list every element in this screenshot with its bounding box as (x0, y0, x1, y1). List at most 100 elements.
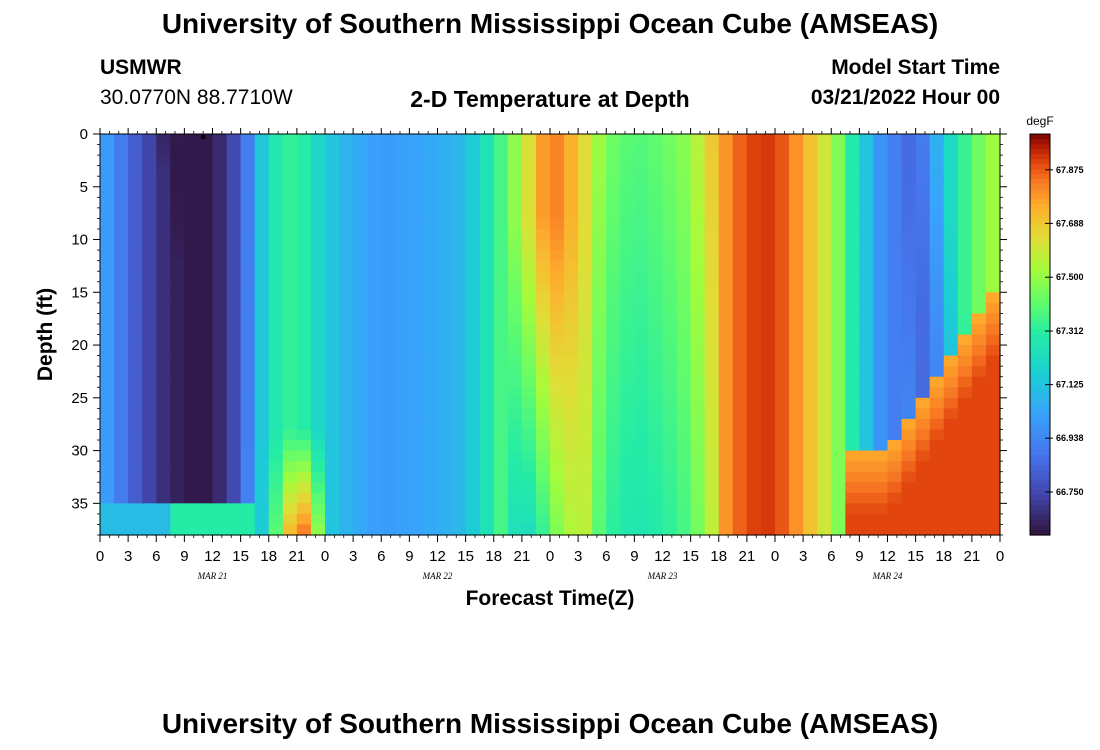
heatmap-cell (521, 387, 537, 399)
heatmap-cell (156, 186, 171, 198)
heatmap-cell (184, 524, 200, 536)
heatmap-cell (198, 176, 214, 188)
heatmap-cell (606, 134, 621, 146)
heatmap-cell (831, 503, 846, 515)
heatmap-cell (690, 387, 706, 399)
heatmap-cell (521, 176, 537, 188)
heatmap-cell (564, 408, 579, 420)
heatmap-cell (690, 366, 706, 378)
heatmap-cell (606, 397, 621, 409)
heatmap-cell (845, 429, 860, 441)
heatmap-cell (367, 492, 382, 504)
heatmap-cell (831, 260, 846, 272)
heatmap-cell (226, 482, 242, 494)
heatmap-cell (156, 260, 171, 272)
heatmap-cell (198, 250, 214, 262)
heatmap-cell (690, 355, 706, 367)
heatmap-cell (564, 260, 579, 272)
heatmap-cell (943, 450, 959, 462)
heatmap-cell (535, 482, 551, 494)
heatmap-cell (971, 429, 987, 441)
heatmap-cell (100, 239, 115, 251)
colorbar-frame (1029, 133, 1051, 536)
heatmap-cell (451, 313, 467, 325)
heatmap-cell (395, 165, 410, 177)
heatmap-cell (775, 186, 790, 198)
heatmap-cell (803, 271, 818, 283)
heatmap-cell (831, 165, 846, 177)
heatmap-cell (296, 397, 312, 409)
heatmap-cell (564, 355, 579, 367)
heatmap-cell (704, 281, 720, 293)
heatmap-cell (803, 440, 818, 452)
heatmap-cell (915, 218, 931, 230)
heatmap-cell (760, 313, 776, 325)
heatmap-cell (789, 376, 804, 388)
heatmap-cell (507, 345, 523, 357)
heatmap-cell (718, 260, 734, 272)
heatmap-cell (676, 323, 692, 336)
heatmap-cell (564, 482, 579, 494)
heatmap-cell (985, 345, 1001, 357)
heatmap-cell (746, 197, 762, 209)
heatmap-cell (648, 355, 664, 367)
heatmap-cell (339, 271, 354, 283)
heatmap-cell (732, 281, 748, 293)
heatmap-cell (550, 207, 565, 220)
heatmap-cell (775, 144, 790, 156)
heatmap-cell (479, 197, 495, 209)
heatmap-cell (620, 503, 635, 515)
heatmap-cell (789, 302, 804, 314)
heatmap-cell (100, 334, 115, 346)
colorbar-swatch (1030, 369, 1050, 376)
heatmap-cell (943, 313, 959, 325)
heatmap-cell (620, 165, 635, 177)
heatmap-cell (282, 376, 298, 388)
heatmap-cell (690, 250, 706, 262)
heatmap-cell (831, 197, 846, 209)
heatmap-cell (887, 397, 903, 409)
heatmap-cell (198, 239, 214, 251)
heatmap-cell (339, 376, 354, 388)
heatmap-cell (184, 461, 200, 473)
heatmap-cell (339, 218, 354, 230)
heatmap-cell (198, 355, 214, 367)
heatmap-cell (760, 144, 776, 156)
heatmap-cell (507, 461, 523, 473)
heatmap-cell (507, 207, 523, 220)
heatmap-cell (381, 408, 396, 420)
heatmap-cell (789, 134, 804, 146)
heatmap-cell (564, 461, 579, 473)
heatmap-cell (339, 176, 354, 188)
heatmap-cell (887, 144, 903, 156)
heatmap-cell (212, 250, 228, 262)
heatmap-cell (156, 281, 171, 293)
heatmap-cell (479, 440, 495, 452)
heatmap-cell (240, 228, 256, 241)
heatmap-cell (240, 524, 256, 536)
heatmap-cell (367, 144, 382, 156)
date-label: MAR 21 (197, 571, 228, 581)
heatmap-cell (620, 313, 635, 325)
heatmap-cell (353, 260, 368, 272)
heatmap-cell (648, 176, 664, 188)
heatmap-cell (437, 461, 453, 473)
heatmap-cell (184, 155, 200, 167)
heatmap-cell (465, 450, 481, 462)
heatmap-cell (789, 186, 804, 198)
heatmap-cell (409, 461, 425, 473)
heatmap-cell (535, 492, 551, 504)
heatmap-cell (353, 429, 368, 441)
heatmap-cell (479, 418, 495, 431)
heatmap-cell (887, 292, 903, 304)
heatmap-cell (634, 239, 650, 251)
heatmap-cell (620, 397, 635, 409)
heatmap-cell (634, 144, 650, 156)
heatmap-cell (690, 218, 706, 230)
heatmap-cell (395, 271, 410, 283)
heatmap-cell (578, 418, 593, 431)
heatmap-cell (775, 429, 790, 441)
heatmap-cell (606, 503, 621, 515)
heatmap-cell (142, 218, 157, 230)
heatmap-cell (310, 186, 326, 198)
